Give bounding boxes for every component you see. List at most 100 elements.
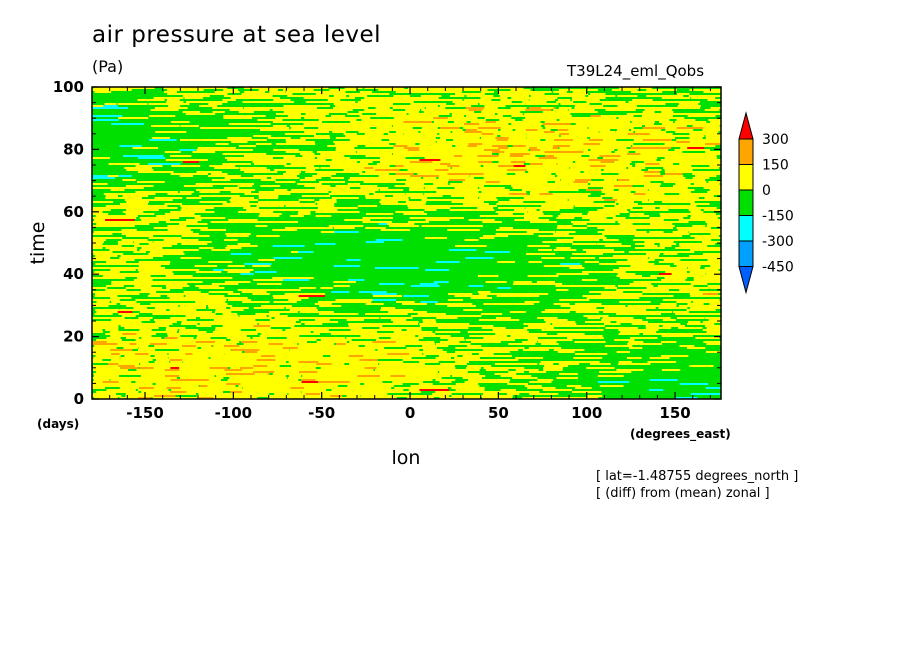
heatmap-cell [244, 193, 269, 195]
heatmap-cell [410, 385, 433, 387]
heatmap-cell [618, 87, 652, 89]
heatmap-cell [390, 367, 423, 369]
heatmap-cell [237, 359, 265, 361]
heatmap-cell [270, 381, 298, 383]
heatmap-cell [226, 387, 243, 389]
heatmap-cell [582, 217, 607, 219]
heatmap-cell [691, 227, 711, 229]
heatmap-cell [238, 139, 264, 141]
heatmap-cell [316, 329, 329, 331]
heatmap-cell [407, 169, 435, 171]
heatmap-cell [641, 141, 666, 143]
heatmap-cell [656, 223, 673, 225]
heatmap-cell [462, 153, 482, 155]
heatmap-cell [706, 327, 725, 329]
heatmap-cell [676, 301, 692, 303]
heatmap-cell [225, 247, 242, 249]
heatmap-cell [575, 165, 596, 167]
heatmap-cell [524, 97, 549, 99]
heatmap-cell [123, 389, 136, 391]
heatmap-cell [647, 179, 667, 181]
heatmap-cell [253, 177, 267, 179]
heatmap-cell [302, 377, 324, 379]
heatmap-cell [455, 351, 478, 353]
heatmap-cell [572, 127, 588, 129]
heatmap-cell [644, 119, 670, 121]
heatmap-cell [494, 349, 519, 351]
heatmap-cell [552, 143, 583, 145]
heatmap-cell [498, 155, 513, 157]
heatmap-cell [138, 349, 156, 351]
heatmap-cell [702, 133, 727, 135]
heatmap-cell [331, 363, 345, 365]
heatmap-cell [614, 185, 633, 187]
heatmap-cell [302, 307, 317, 309]
heatmap-cell [483, 177, 502, 179]
heatmap-cell [628, 363, 648, 365]
heatmap-cell [589, 219, 617, 221]
heatmap-cell [522, 91, 552, 93]
heatmap-cell [379, 201, 399, 203]
heatmap-cell [628, 341, 644, 343]
heatmap-cell [105, 365, 128, 367]
heatmap-cell [644, 185, 660, 187]
heatmap-cell [477, 291, 491, 293]
heatmap-cell [291, 127, 305, 129]
heatmap-cell [388, 369, 418, 371]
heatmap-cell [590, 137, 605, 139]
heatmap-cell [380, 353, 393, 355]
heatmap-cell [656, 161, 680, 163]
heatmap-cell [256, 109, 270, 111]
heatmap-cell [600, 159, 619, 161]
heatmap-cell [693, 183, 720, 185]
heatmap-cell [121, 239, 148, 241]
heatmap-cell [343, 367, 375, 369]
heatmap-cell [197, 383, 221, 385]
heatmap-cell [272, 121, 304, 123]
heatmap-cell [256, 329, 283, 331]
heatmap-cell [271, 389, 290, 391]
heatmap-cell [289, 129, 312, 131]
heatmap-cell [92, 393, 117, 395]
heatmap-cell [425, 269, 450, 271]
heatmap-cell [526, 231, 556, 233]
heatmap-cell [299, 179, 316, 181]
heatmap-cell [392, 125, 418, 127]
heatmap-cell [387, 333, 407, 335]
heatmap-cell [388, 311, 419, 313]
heatmap-cell [605, 109, 636, 111]
heatmap-cell [152, 233, 185, 235]
heatmap-cell [347, 379, 377, 381]
heatmap-cell [222, 385, 236, 387]
heatmap-cell [495, 333, 527, 335]
heatmap-cell [596, 305, 614, 307]
heatmap-cell [261, 355, 289, 357]
heatmap-cell [613, 269, 638, 271]
heatmap-cell [304, 177, 322, 179]
heatmap-cell [572, 187, 588, 189]
heatmap-cell [181, 277, 200, 279]
heatmap-cell [559, 137, 577, 139]
heatmap-cell [618, 117, 649, 119]
heatmap-cell [438, 327, 469, 329]
heatmap-cell [515, 333, 547, 335]
heatmap-cell [350, 159, 380, 161]
heatmap-cell [214, 91, 236, 93]
heatmap-cell [377, 361, 404, 363]
heatmap-cell [542, 175, 555, 177]
heatmap-cell [478, 319, 495, 321]
heatmap-cell [199, 195, 230, 197]
heatmap-cell [439, 185, 471, 187]
heatmap-cell [155, 351, 172, 353]
heatmap-cell [360, 161, 373, 163]
heatmap-cell [230, 297, 248, 299]
heatmap-cell [89, 395, 122, 397]
heatmap-cell [223, 95, 248, 97]
heatmap-cell [707, 125, 720, 127]
heatmap-cell [301, 189, 316, 191]
heatmap-cell [363, 181, 393, 183]
heatmap-cell [270, 323, 292, 325]
heatmap-cell [645, 131, 660, 133]
heatmap-cell [573, 309, 604, 311]
heatmap-cell [705, 139, 733, 141]
